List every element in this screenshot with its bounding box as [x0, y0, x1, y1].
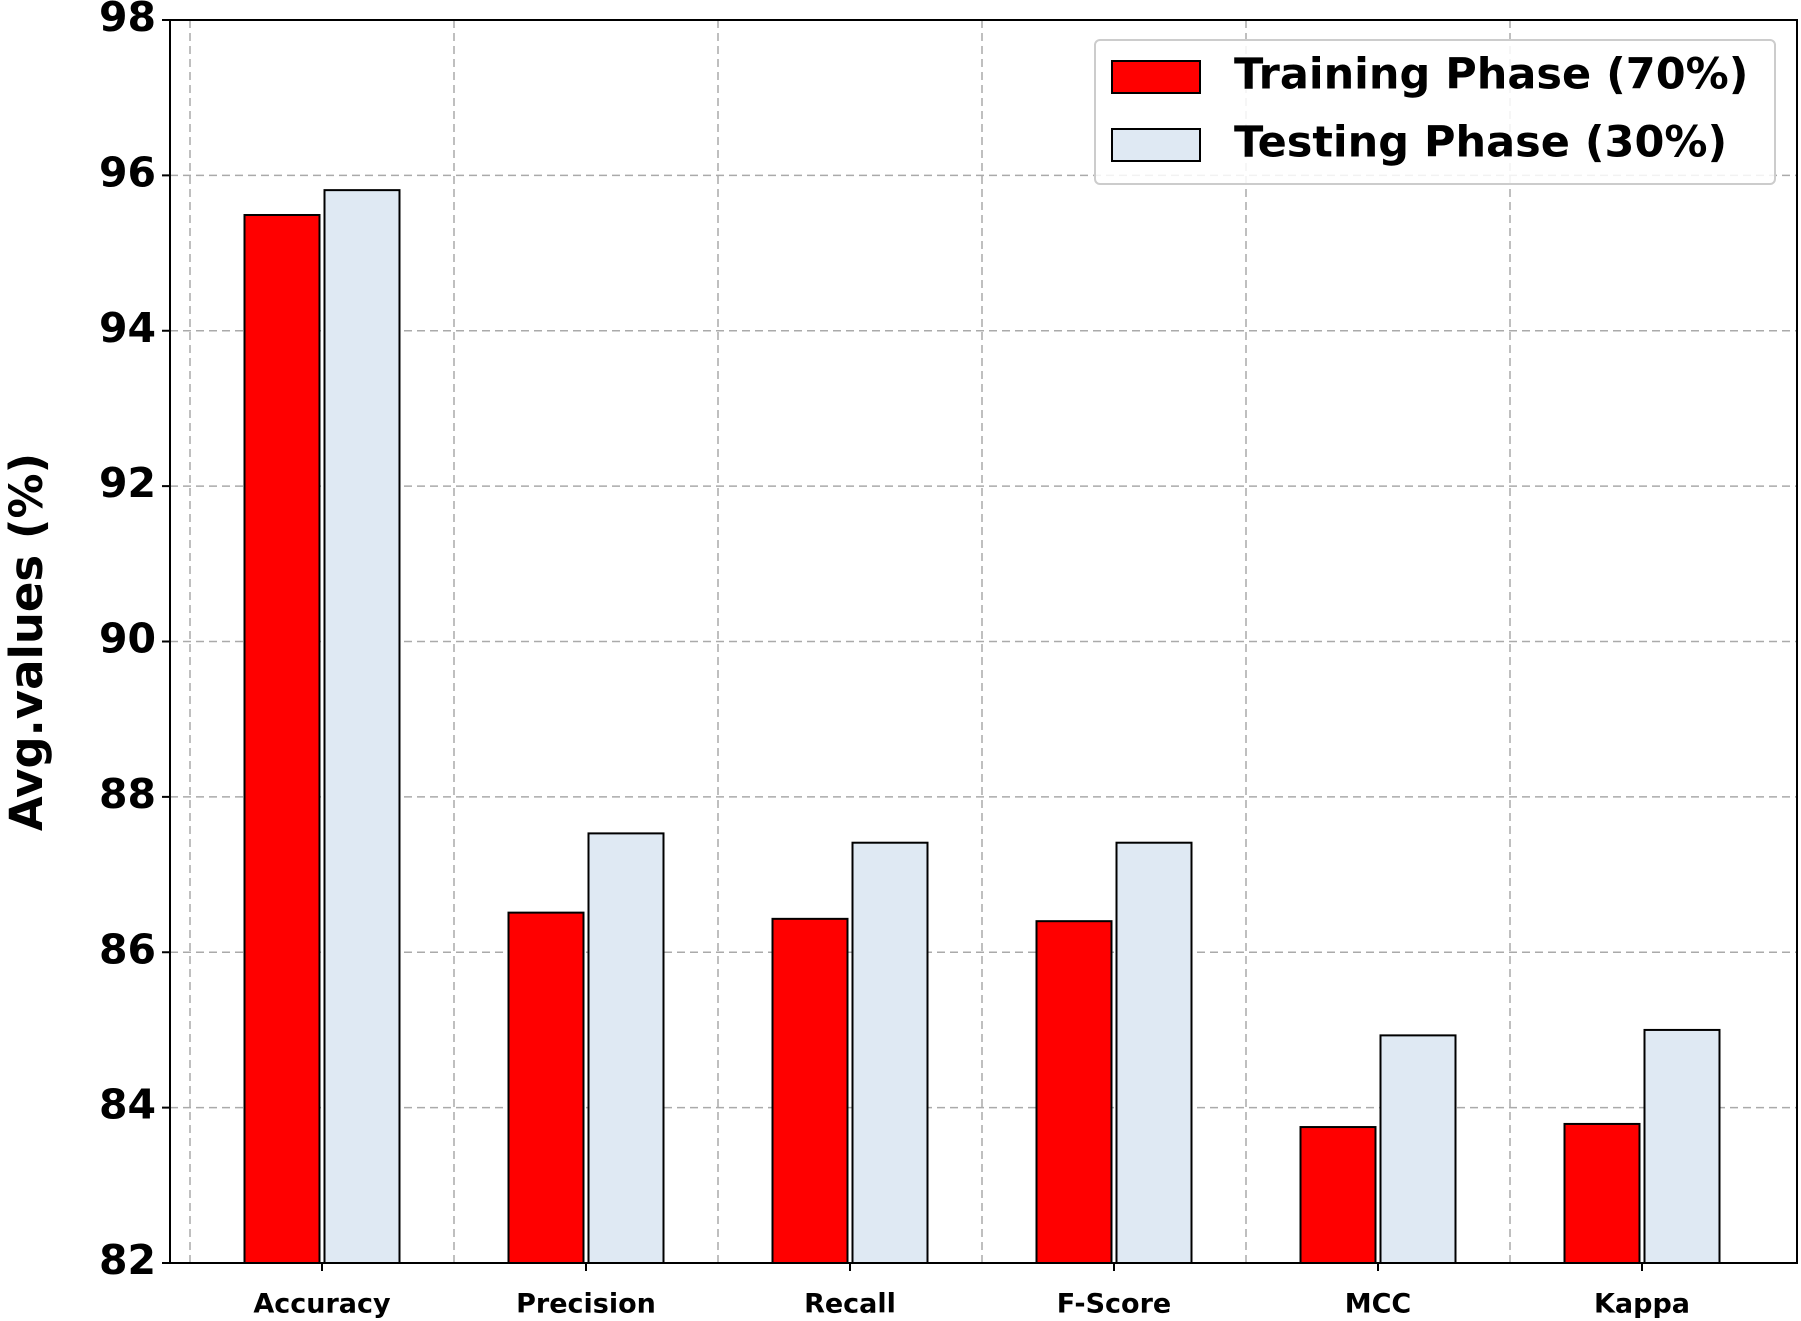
- legend-label: Training Phase (70%): [1234, 50, 1748, 100]
- y-tick-label: 86: [99, 925, 156, 973]
- x-tick-label: F-Score: [1057, 1289, 1171, 1320]
- y-tick-label: 92: [99, 459, 156, 507]
- bar: [243, 213, 321, 1265]
- x-tick-label: MCC: [1345, 1289, 1412, 1320]
- y-tick-label: 94: [99, 304, 156, 352]
- bar: [323, 189, 401, 1264]
- bar: [1643, 1028, 1721, 1264]
- legend-box: [1094, 39, 1776, 185]
- bar: [851, 841, 929, 1264]
- bar: [771, 917, 849, 1264]
- bar: [1115, 841, 1193, 1264]
- y-tick-label: 84: [99, 1081, 156, 1129]
- x-tick-label: Accuracy: [253, 1289, 391, 1320]
- legend-label: Testing Phase (30%): [1234, 118, 1727, 168]
- legend-swatch: [1111, 60, 1201, 94]
- bar: [587, 832, 665, 1264]
- y-tick-label: 82: [99, 1236, 156, 1284]
- x-tick-label: Recall: [804, 1289, 896, 1320]
- x-tick-label: Kappa: [1594, 1289, 1690, 1320]
- bar: [507, 911, 585, 1265]
- bar: [1035, 920, 1113, 1264]
- x-tick-label: Precision: [516, 1289, 656, 1320]
- legend: Training Phase (70%) Testing Phase (30%): [1094, 39, 1776, 185]
- bar: [1379, 1034, 1457, 1264]
- legend-swatch: [1111, 128, 1201, 162]
- y-axis-label: Avg.values (%): [0, 453, 53, 831]
- y-tick-label: 98: [99, 0, 156, 41]
- y-tick-label: 88: [99, 770, 156, 818]
- y-tick-label: 96: [99, 148, 156, 196]
- y-tick-label: 90: [99, 615, 156, 663]
- plot-frame: [169, 19, 1798, 1264]
- bar: [1563, 1122, 1641, 1264]
- bar: [1299, 1126, 1377, 1264]
